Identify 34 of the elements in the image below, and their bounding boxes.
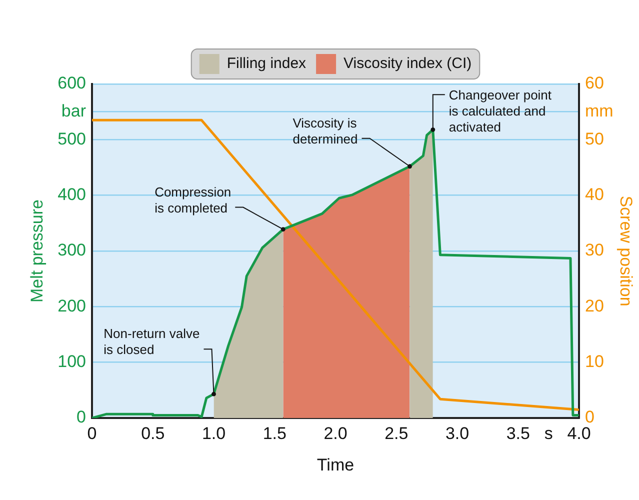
y2-tick-label: 0 <box>585 408 594 427</box>
y2-tick-label: 10 <box>585 352 604 372</box>
y-tick-label: 200 <box>58 296 86 316</box>
y-tick-label: 300 <box>58 240 86 260</box>
x-tick-label: 4.0 <box>567 424 591 444</box>
annotation: Non-return valve is closed <box>104 326 200 358</box>
y2-tick-label: 40 <box>585 185 604 204</box>
x-tick-label: 1.0 <box>202 424 226 444</box>
x-tick-label: 2.0 <box>324 424 348 444</box>
legend-label: Filling index <box>226 55 307 72</box>
x-axis-title: Time <box>316 456 354 475</box>
annotation: Compression is completed <box>154 184 232 216</box>
y-tick-label: 600 <box>58 74 86 93</box>
x-tick-label: 1.5 <box>262 424 286 444</box>
annotation: Viscosity is determined <box>292 115 358 146</box>
y2-tick-label: mm <box>585 102 614 121</box>
y2-axis-title: Screw position <box>616 196 636 306</box>
x-tick-label: s <box>544 424 553 444</box>
x-tick-label: 0.5 <box>141 424 165 444</box>
y-axis-title: Melt pressure <box>28 200 47 302</box>
y2-tick-label: 20 <box>585 296 604 316</box>
annotation: Changeover point is calculated and activated <box>448 88 552 135</box>
x-tick-label: 3.5 <box>506 424 530 444</box>
y-tick-label: 100 <box>58 352 86 372</box>
y-tick-label: 0 <box>76 408 86 427</box>
y-tick-label: bar <box>61 102 86 121</box>
legend-label: Viscosity index (CI) <box>344 55 472 72</box>
x-tick-label: 3.0 <box>445 424 470 444</box>
y-tick-label: 400 <box>58 185 86 204</box>
y2-tick-label: 60 <box>585 74 604 93</box>
y2-tick-label: 50 <box>585 129 604 148</box>
x-tick-label: 2.5 <box>384 424 408 444</box>
y2-tick-label: 30 <box>585 240 604 260</box>
y-tick-label: 500 <box>58 129 86 148</box>
